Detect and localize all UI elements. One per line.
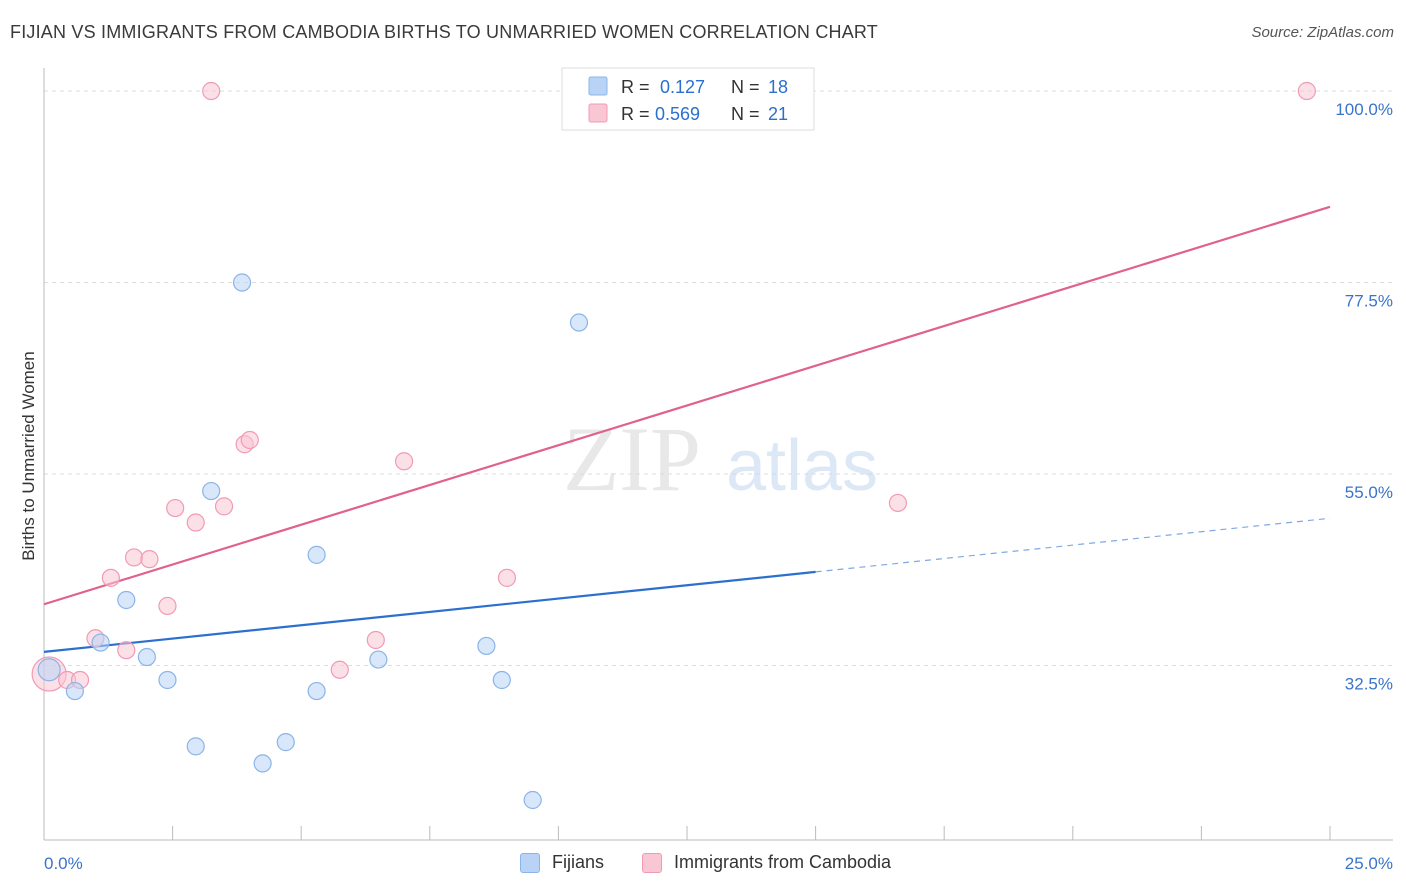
grid-layer	[44, 90, 1393, 667]
data-point-fijians	[202, 481, 221, 501]
data-point-fijians	[569, 313, 589, 332]
data-point-fijians	[477, 636, 496, 656]
legend-swatch-fijians	[588, 76, 608, 96]
legend-label-fijians: Fijians	[552, 852, 605, 872]
data-point-fijians	[253, 754, 272, 773]
legend-r-label-fijians: R =	[621, 77, 650, 97]
data-point-cambodia	[202, 81, 221, 101]
data-point-fijians	[276, 733, 295, 752]
data-point-cambodia	[158, 596, 177, 616]
data-point-fijians	[523, 790, 542, 810]
data-point-fijians	[492, 670, 511, 690]
y-tick-label: 100.0%	[1335, 100, 1393, 119]
data-point-cambodia	[1297, 81, 1316, 101]
data-point-cambodia	[140, 550, 159, 569]
data-point-fijians	[37, 658, 61, 682]
data-point-cambodia	[888, 493, 908, 513]
y-tick-label: 77.5%	[1345, 292, 1393, 311]
axis-layer: 32.5% 55.0% 77.5% 100.0%	[43, 68, 1393, 841]
source-label: Source: ZipAtlas.com	[1251, 24, 1394, 41]
data-point-fijians	[137, 647, 156, 667]
legend-r-label-cambodia: R =	[621, 104, 650, 124]
watermark-atlas: atlas	[726, 426, 878, 506]
data-point-fijians	[369, 650, 388, 669]
data-point-cambodia	[124, 548, 144, 567]
legend-r-value-fijians: 0.127	[660, 77, 705, 97]
data-point-cambodia	[214, 497, 234, 516]
watermark: ZIP atlas	[563, 408, 878, 510]
data-point-fijians	[232, 273, 252, 292]
legend-swatch-cambodia	[588, 103, 608, 123]
legend-label-cambodia: Immigrants from Cambodia	[674, 852, 892, 872]
data-point-fijians	[307, 545, 326, 564]
legend-item-fijians: Fijians	[520, 852, 604, 873]
data-point-cambodia	[497, 568, 517, 587]
x-tick-label-max: 25.0%	[1345, 854, 1393, 873]
data-point-cambodia	[240, 430, 259, 450]
data-point-cambodia	[186, 513, 205, 532]
legend-n-label-cambodia: N =	[731, 104, 760, 124]
legend-top: R = 0.127 N = 18 R = 0.569 N = 21	[561, 67, 815, 131]
x-tick-label-min: 0.0%	[44, 854, 83, 873]
watermark-zip: ZIP	[563, 408, 701, 510]
data-point-cambodia	[394, 452, 414, 471]
data-point-fijians	[186, 737, 205, 756]
data-point-fijians	[158, 670, 177, 690]
trend-line-fijians	[43, 570, 816, 653]
legend-bottom: Fijians Immigrants from Cambodia	[0, 852, 1406, 878]
legend-swatch-cambodia-bottom	[642, 852, 662, 873]
data-point-fijians	[117, 590, 136, 610]
y-tick-label: 32.5%	[1345, 675, 1393, 694]
legend-item-cambodia: Immigrants from Cambodia	[642, 852, 891, 873]
data-point-cambodia	[166, 498, 185, 518]
legend-n-value-cambodia: 21	[768, 104, 788, 124]
trend-layer	[43, 205, 1331, 653]
y-axis-label: Births to Unmarried Women	[19, 351, 38, 560]
data-point-fijians	[307, 681, 326, 701]
legend-n-label-fijians: N =	[731, 77, 760, 97]
legend-n-value-fijians: 18	[768, 77, 788, 97]
data-point-cambodia	[330, 660, 349, 679]
legend-swatch-fijians-bottom	[520, 852, 540, 873]
trend-line-fijians-extension	[815, 517, 1331, 573]
data-point-cambodia	[101, 568, 120, 587]
trend-line-cambodia	[43, 205, 1331, 606]
point-layer	[31, 81, 1316, 810]
data-point-cambodia	[117, 641, 136, 660]
data-point-fijians	[65, 681, 84, 701]
y-tick-label: 55.0%	[1345, 483, 1393, 502]
chart-title: FIJIAN VS IMMIGRANTS FROM CAMBODIA BIRTH…	[10, 22, 878, 42]
data-point-cambodia	[366, 630, 385, 650]
data-point-fijians	[91, 633, 110, 652]
legend-r-value-cambodia: 0.569	[655, 104, 700, 124]
